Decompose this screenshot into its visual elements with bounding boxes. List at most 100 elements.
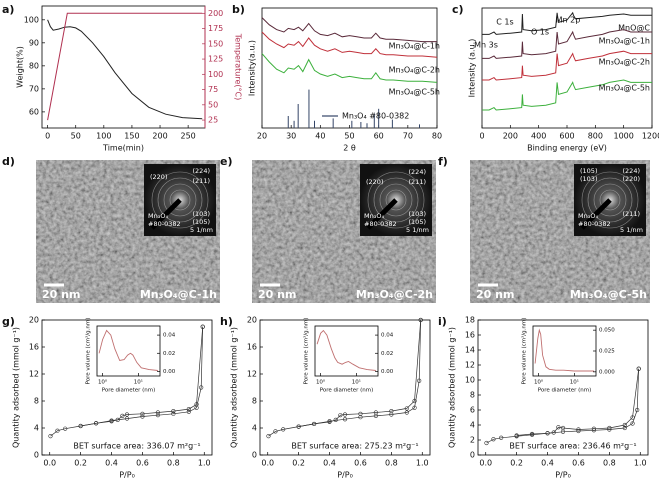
- peak-annotation: O 1s: [531, 28, 549, 37]
- beam-stop: [366, 198, 398, 230]
- data-point: [186, 407, 191, 412]
- series-line: [261, 53, 438, 83]
- series-line: [47, 12, 203, 121]
- y-tick-label: 14: [465, 346, 475, 355]
- panel-label: h): [220, 315, 233, 328]
- panel-label: d): [2, 155, 15, 168]
- data-point: [120, 413, 125, 418]
- y-tick-label: 16: [465, 331, 475, 340]
- data-point: [78, 423, 83, 429]
- scale-bar-label: 20 nm: [258, 288, 296, 301]
- series-label: Mn₃O₄@C-2h: [599, 58, 650, 67]
- y-tick-label: 80: [29, 61, 39, 70]
- y-tick-label: 0.02: [163, 351, 175, 357]
- x-tick-label: 600: [559, 132, 574, 141]
- data-point: [63, 426, 68, 431]
- plot-frame: [532, 325, 597, 377]
- y-tick-label: 90: [29, 38, 39, 47]
- y2-tick-label: 125: [208, 55, 223, 64]
- x-tick-label: 0.2: [292, 459, 305, 468]
- y-axis-label: Pore volume (cm³/g.nm): [303, 318, 310, 385]
- data-point: [404, 410, 409, 415]
- y-tick-label: 12: [465, 361, 475, 370]
- data-point: [417, 378, 422, 383]
- data-point: [404, 406, 409, 411]
- data-point: [93, 421, 99, 426]
- x-tick-label: 0.4: [323, 459, 336, 468]
- data-point: [296, 424, 301, 429]
- bet-annotation: BET surface area: 275.23 m²g⁻¹: [291, 442, 418, 451]
- series-line: [98, 329, 158, 371]
- plot-frame: [96, 325, 161, 377]
- y-tick-label: 8: [470, 391, 475, 400]
- data-point: [622, 422, 627, 428]
- x-tick-label: 10¹: [134, 379, 143, 386]
- x-axis-label: P/P₀: [555, 471, 571, 480]
- y-tick-label: 0.04: [163, 333, 176, 339]
- data-point: [484, 440, 489, 446]
- data-point: [636, 366, 641, 371]
- x-tick-label: 10⁰: [316, 379, 326, 386]
- sample-label: Mn₃O₄@C-5h: [570, 288, 647, 301]
- y-tick-label: 0.04: [381, 333, 394, 339]
- ring-label: (220): [150, 173, 167, 181]
- x-tick-label: 70: [403, 132, 413, 141]
- data-point: [327, 419, 332, 425]
- data-point: [171, 409, 176, 414]
- saed-ring: [385, 189, 407, 211]
- y-axis-label: Quantity adsorbed (mmol g⁻¹): [448, 327, 457, 448]
- data-point: [338, 413, 343, 418]
- x-tick-label: 10¹: [570, 379, 579, 386]
- saed-ring: [163, 183, 197, 217]
- scale-bar-label: 20 nm: [476, 288, 514, 301]
- x-tick-label: 0.6: [136, 459, 149, 468]
- y-tick-label: 20: [29, 316, 39, 325]
- data-point: [412, 398, 417, 404]
- x-tick-label: 100: [96, 132, 111, 141]
- data-point: [109, 419, 114, 424]
- y-tick-label: 0: [252, 451, 257, 460]
- x-tick-label: 80: [432, 132, 442, 141]
- data-point: [560, 425, 566, 431]
- data-point: [551, 430, 556, 435]
- x-tick-label: 150: [124, 132, 139, 141]
- x-tick-label: 10¹: [352, 379, 361, 386]
- x-tick-label: 0.0: [261, 459, 274, 468]
- ring-label: (211): [193, 177, 210, 185]
- x-tick-label: 0.0: [43, 459, 56, 468]
- y2-tick-label: 200: [208, 9, 223, 18]
- ring-label: (220): [366, 178, 383, 186]
- data-point: [514, 433, 519, 438]
- x-tick-label: 800: [588, 132, 603, 141]
- panel-label: i): [438, 315, 447, 328]
- y2-tick-label: 150: [208, 39, 223, 48]
- data-point: [635, 407, 640, 413]
- x-tick-label: 200: [152, 132, 167, 141]
- y-tick-label: 0.02: [381, 351, 393, 357]
- data-point: [373, 410, 379, 415]
- x-tick-label: 1.0: [416, 459, 429, 468]
- y2-tick-label: 175: [208, 24, 223, 33]
- x-tick-label: 40: [315, 132, 325, 141]
- saed-ring: [151, 171, 209, 229]
- data-point: [342, 417, 348, 422]
- y-tick-label: 16: [247, 343, 257, 352]
- panel-label: f): [438, 155, 448, 168]
- panel-label: a): [2, 3, 14, 16]
- data-point: [358, 411, 363, 416]
- x-tick-label: 0.8: [385, 459, 398, 468]
- peak-annotation: Mn 2p: [556, 16, 581, 25]
- ring-label: (103): [409, 210, 426, 218]
- plot-frame: [314, 325, 379, 377]
- ring-label: (211): [623, 210, 640, 218]
- series-line: [47, 19, 203, 120]
- data-point: [333, 417, 338, 423]
- x-axis-label: P/P₀: [337, 471, 353, 480]
- y-tick-label: 12: [29, 370, 39, 379]
- saed-ring: [379, 183, 413, 217]
- y-tick-label: 4: [470, 421, 475, 430]
- panel-label: b): [232, 3, 245, 16]
- data-point: [556, 425, 561, 430]
- ring-label: (224): [193, 167, 210, 175]
